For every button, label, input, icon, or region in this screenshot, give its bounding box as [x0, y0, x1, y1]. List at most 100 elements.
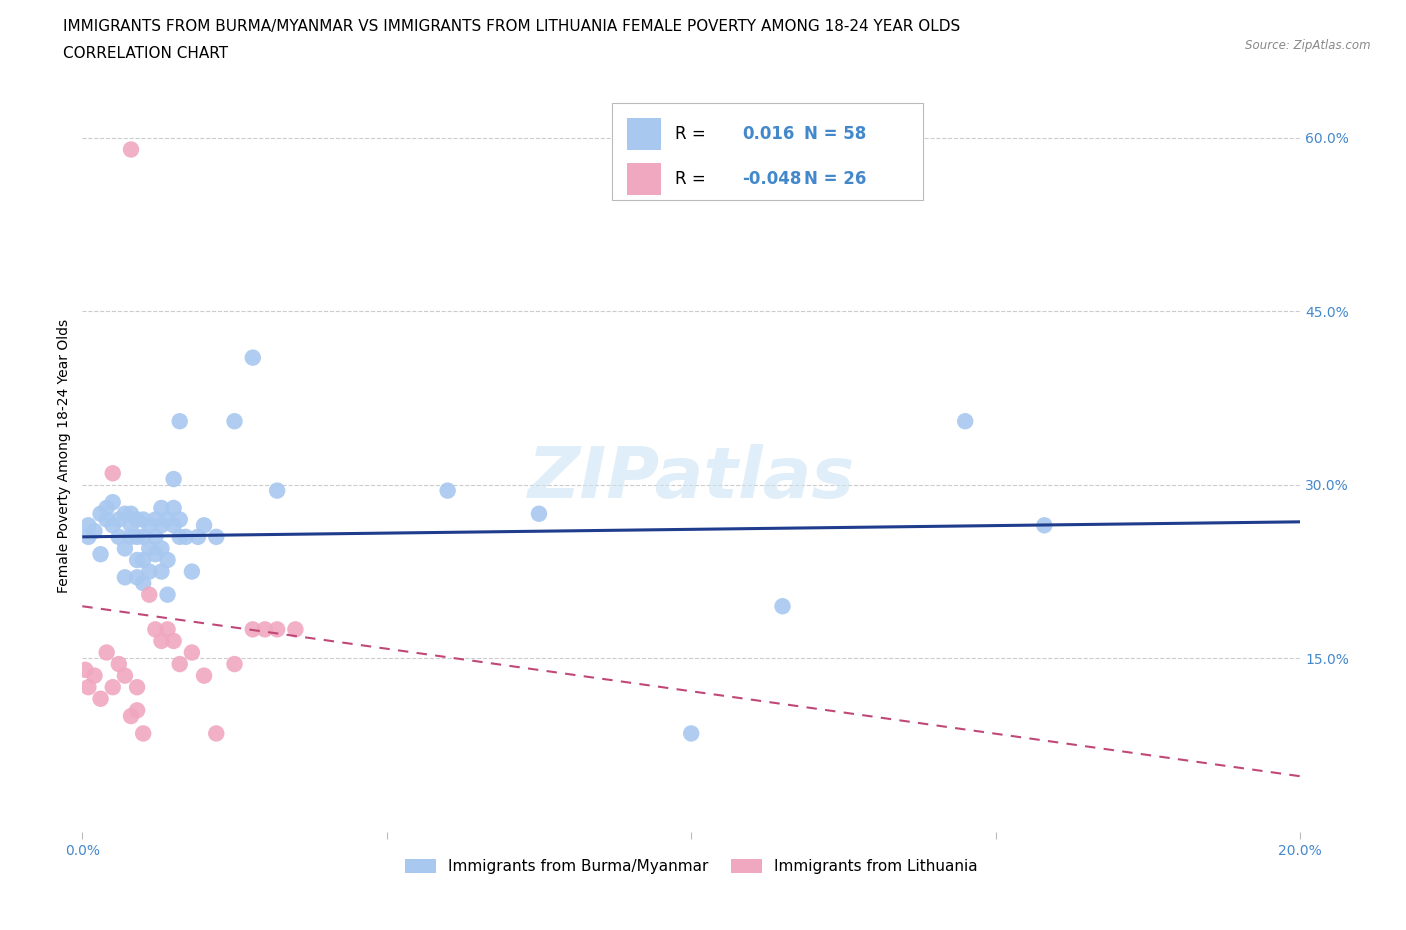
- Point: [174, 529, 197, 544]
- Point: [180, 645, 202, 660]
- Point: [193, 518, 215, 533]
- Point: [205, 726, 228, 741]
- Point: [150, 633, 173, 648]
- Text: R =: R =: [675, 170, 711, 188]
- Point: [284, 622, 307, 637]
- Text: R =: R =: [675, 125, 711, 143]
- Y-axis label: Female Poverty Among 18-24 Year Olds: Female Poverty Among 18-24 Year Olds: [58, 319, 72, 593]
- Text: 0.016: 0.016: [742, 125, 794, 143]
- Text: IMMIGRANTS FROM BURMA/MYANMAR VS IMMIGRANTS FROM LITHUANIA FEMALE POVERTY AMONG : IMMIGRANTS FROM BURMA/MYANMAR VS IMMIGRA…: [63, 19, 960, 33]
- Point: [205, 529, 228, 544]
- Point: [83, 524, 105, 538]
- Point: [132, 576, 155, 591]
- Point: [150, 500, 173, 515]
- Text: -0.048: -0.048: [742, 170, 801, 188]
- Text: CORRELATION CHART: CORRELATION CHART: [63, 46, 228, 61]
- Point: [90, 691, 112, 706]
- Point: [101, 680, 124, 695]
- Text: ZIPatlas: ZIPatlas: [527, 444, 855, 513]
- Point: [77, 680, 100, 695]
- Point: [132, 552, 155, 567]
- Point: [101, 495, 124, 510]
- Point: [120, 709, 142, 724]
- Point: [108, 512, 131, 527]
- Point: [101, 466, 124, 481]
- Point: [127, 552, 149, 567]
- Point: [114, 668, 136, 683]
- Point: [132, 529, 155, 544]
- Point: [108, 529, 131, 544]
- Point: [96, 500, 118, 515]
- Point: [242, 622, 264, 637]
- Point: [120, 518, 142, 533]
- Point: [132, 512, 155, 527]
- Point: [953, 414, 976, 429]
- Point: [150, 541, 173, 556]
- Point: [169, 414, 191, 429]
- Point: [772, 599, 794, 614]
- Point: [114, 506, 136, 521]
- Point: [681, 726, 703, 741]
- Point: [162, 633, 184, 648]
- Legend: Immigrants from Burma/Myanmar, Immigrants from Lithuania: Immigrants from Burma/Myanmar, Immigrant…: [399, 853, 984, 881]
- Point: [266, 484, 288, 498]
- Point: [120, 142, 142, 157]
- Point: [162, 500, 184, 515]
- Point: [138, 587, 160, 602]
- Point: [114, 570, 136, 585]
- Point: [90, 547, 112, 562]
- Point: [253, 622, 276, 637]
- Point: [169, 529, 191, 544]
- Point: [162, 472, 184, 486]
- Point: [156, 552, 179, 567]
- Point: [127, 680, 149, 695]
- Point: [156, 622, 179, 637]
- Point: [120, 506, 142, 521]
- Point: [114, 541, 136, 556]
- Point: [187, 529, 209, 544]
- Point: [138, 518, 160, 533]
- Point: [127, 529, 149, 544]
- Point: [101, 518, 124, 533]
- Point: [193, 668, 215, 683]
- Point: [156, 587, 179, 602]
- Point: [436, 484, 458, 498]
- Point: [150, 518, 173, 533]
- Point: [527, 506, 550, 521]
- Point: [77, 529, 100, 544]
- Point: [224, 414, 246, 429]
- Point: [75, 662, 97, 677]
- Point: [120, 529, 142, 544]
- Point: [224, 657, 246, 671]
- Point: [77, 518, 100, 533]
- Text: N = 58: N = 58: [804, 125, 866, 143]
- Point: [143, 622, 166, 637]
- Point: [143, 529, 166, 544]
- Point: [132, 726, 155, 741]
- Point: [90, 506, 112, 521]
- Point: [127, 703, 149, 718]
- Point: [156, 512, 179, 527]
- Point: [143, 547, 166, 562]
- Point: [169, 512, 191, 527]
- Text: Source: ZipAtlas.com: Source: ZipAtlas.com: [1246, 39, 1371, 52]
- Point: [242, 351, 264, 365]
- Point: [127, 570, 149, 585]
- Point: [150, 565, 173, 579]
- Point: [96, 512, 118, 527]
- Text: N = 26: N = 26: [804, 170, 868, 188]
- Point: [143, 512, 166, 527]
- Point: [83, 668, 105, 683]
- Point: [180, 565, 202, 579]
- Point: [162, 518, 184, 533]
- Point: [108, 657, 131, 671]
- Point: [169, 657, 191, 671]
- FancyBboxPatch shape: [627, 118, 661, 150]
- Point: [138, 565, 160, 579]
- Point: [96, 645, 118, 660]
- Point: [1033, 518, 1056, 533]
- Point: [266, 622, 288, 637]
- FancyBboxPatch shape: [612, 102, 922, 200]
- Point: [138, 541, 160, 556]
- FancyBboxPatch shape: [627, 163, 661, 194]
